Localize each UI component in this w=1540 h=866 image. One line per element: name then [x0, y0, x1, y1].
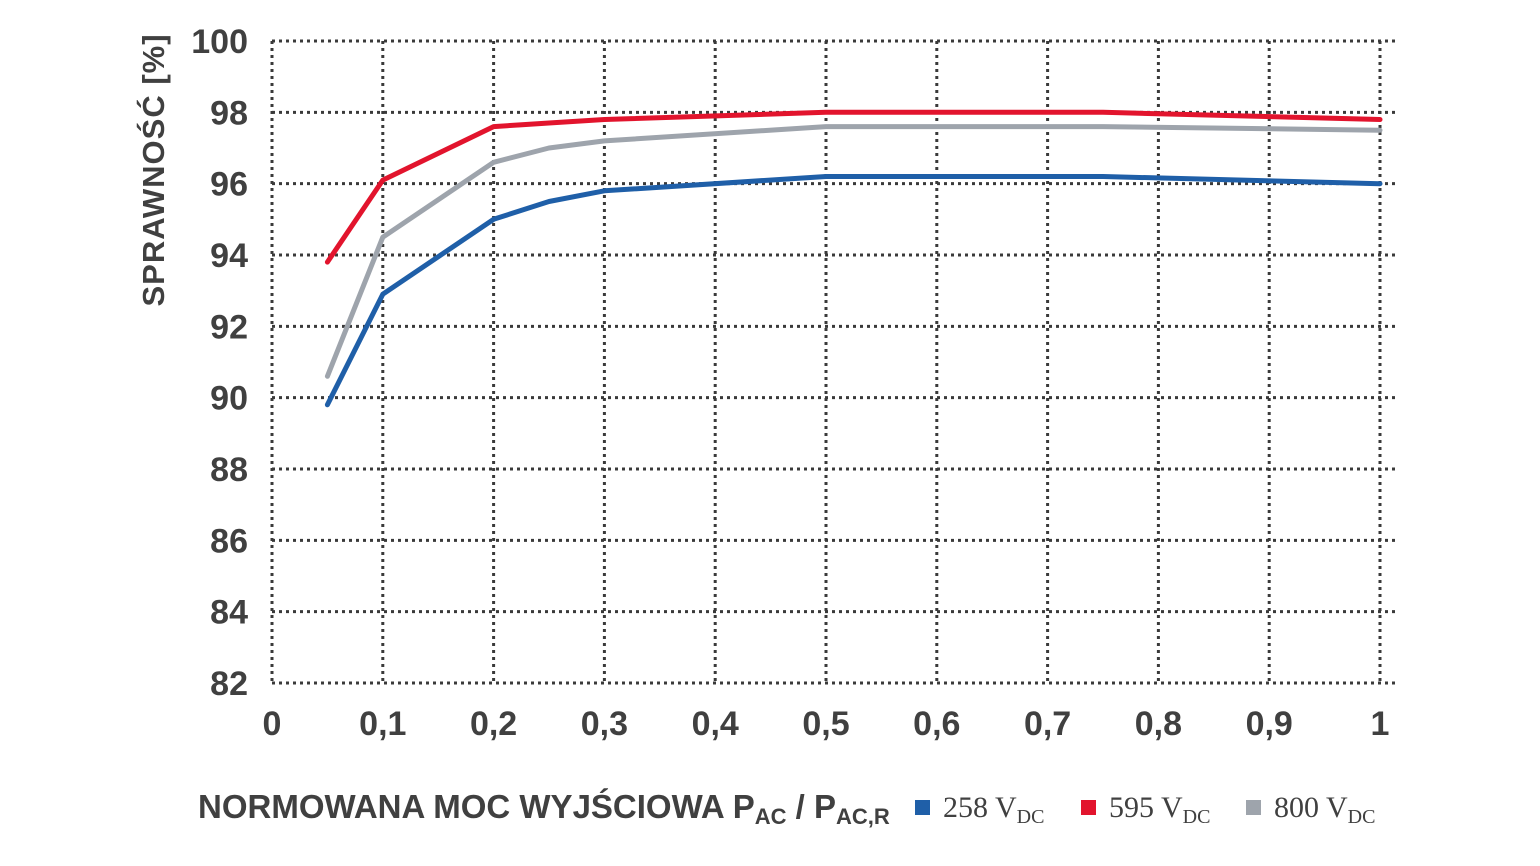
legend: 258 VDC 595 VDC 800 VDC — [915, 791, 1375, 828]
x-tick-label: 0,5 — [802, 705, 849, 743]
y-tick-label: 94 — [210, 237, 248, 275]
x-axis-label: NORMOWANA MOC WYJŚCIOWA PAC / PAC,R — [198, 788, 890, 829]
x-tick-label: 1 — [1371, 705, 1390, 743]
y-tick-label: 92 — [210, 308, 248, 346]
x-tick-label: 0 — [263, 705, 282, 743]
legend-swatch — [1081, 800, 1096, 815]
x-tick-label: 0,8 — [1135, 705, 1182, 743]
grid — [270, 39, 1396, 685]
legend-entry: 595 VDC — [1109, 791, 1210, 828]
x-axis-label-sub1: AC — [755, 804, 787, 829]
x-tick-label: 0,9 — [1246, 705, 1293, 743]
y-tick-label: 96 — [210, 166, 248, 204]
y-tick-label: 86 — [210, 522, 248, 560]
y-tick-label: 88 — [210, 451, 248, 489]
series-line — [324, 109, 1383, 265]
series-line — [324, 174, 1383, 408]
y-axis-label: SPRAWNOŚĆ [%] — [135, 33, 171, 306]
x-axis-label-main: NORMOWANA MOC WYJŚCIOWA P — [198, 788, 755, 825]
y-tick-label: 82 — [210, 665, 248, 703]
legend-entry: 800 VDC — [1274, 791, 1375, 828]
x-tick-label: 0,1 — [359, 705, 406, 743]
y-tick-label: 100 — [191, 23, 248, 61]
x-tick-label: 0,4 — [692, 705, 739, 743]
y-tick-labels: 82 84 86 88 90 92 94 96 98 100 — [191, 23, 248, 703]
x-axis-label-sep: / P — [787, 788, 837, 825]
legend-entry: 258 VDC — [943, 791, 1044, 828]
x-tick-label: 0,3 — [581, 705, 628, 743]
y-tick-label: 98 — [210, 94, 248, 132]
x-tick-label: 0,6 — [913, 705, 960, 743]
x-tick-label: 0,2 — [470, 705, 517, 743]
series-line — [324, 124, 1383, 379]
x-axis-label-sub2: AC,R — [836, 804, 890, 829]
legend-swatch — [915, 800, 930, 815]
y-tick-label: 90 — [210, 380, 248, 418]
series-lines — [324, 109, 1383, 408]
legend-swatch — [1246, 800, 1261, 815]
y-tick-label: 84 — [210, 594, 248, 632]
x-tick-label: 0,7 — [1024, 705, 1071, 743]
x-tick-labels: 0 0,1 0,2 0,3 0,4 0,5 0,6 0,7 0,8 0,9 1 — [263, 705, 1390, 743]
